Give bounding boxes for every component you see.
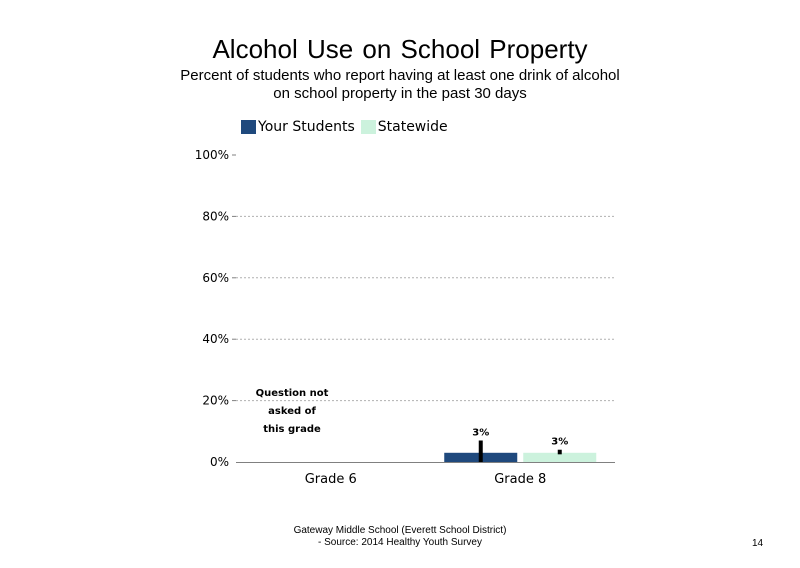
legend-label-your-students: Your Students [258, 119, 355, 135]
legend-label-statewide: Statewide [377, 119, 448, 135]
legend-item-statewide: Statewide [360, 119, 448, 135]
y-tick-label: 0% [210, 455, 229, 469]
annotation-line: Question not [256, 388, 329, 399]
y-tick-label: 80% [202, 209, 229, 223]
legend-swatch-your-students [241, 120, 256, 134]
x-tick-label: Grade 6 [305, 472, 357, 487]
x-tick-label: Grade 8 [494, 472, 546, 487]
data-label: 3% [551, 437, 568, 448]
chart-title: Alcohol Use on School Property [212, 34, 588, 64]
y-tick-label: 40% [202, 332, 229, 346]
legend-item-your-students: Your Students [241, 119, 355, 135]
legend: Your Students Statewide [241, 119, 454, 135]
annotation-line: this grade [263, 424, 321, 435]
footer-source: - Source: 2014 Healthy Youth Survey [318, 537, 482, 548]
chart-subtitle: Percent of students who report having at… [180, 67, 620, 102]
annotation-line: asked of [268, 406, 316, 417]
data-label: 3% [472, 428, 489, 439]
page-number: 14 [752, 538, 764, 549]
footer: Gateway Middle School (Everett School Di… [230, 525, 570, 549]
bar [523, 452, 597, 462]
y-tick-label: 20% [202, 394, 229, 408]
legend-swatch-statewide [360, 120, 376, 134]
footer-school: Gateway Middle School (Everett School Di… [293, 525, 507, 536]
y-tick-label: 60% [202, 271, 229, 285]
y-tick-label: 100% [195, 148, 229, 162]
